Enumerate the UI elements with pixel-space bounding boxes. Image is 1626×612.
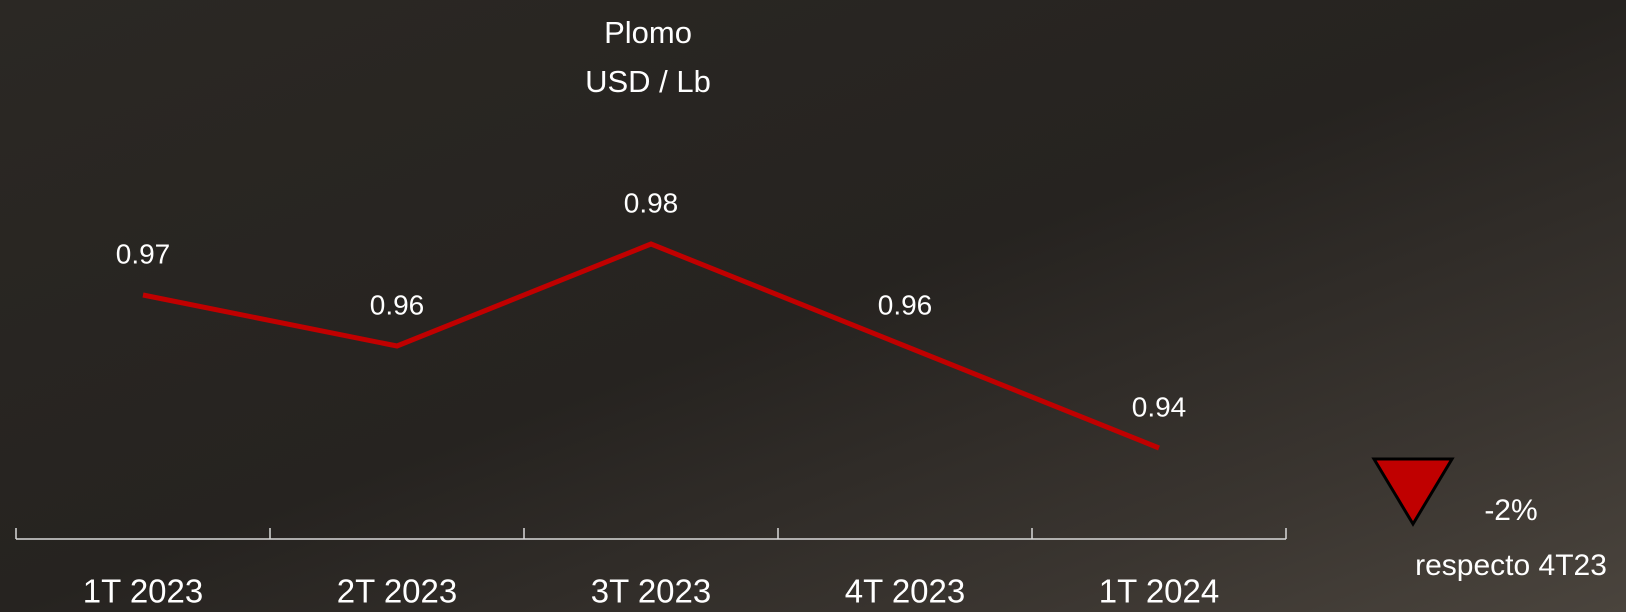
x-tick-label: 2T 2023 — [337, 573, 458, 610]
x-tick-label: 1T 2024 — [1099, 573, 1220, 610]
data-label: 0.96 — [370, 289, 425, 320]
background — [0, 0, 1626, 612]
chart-title: Plomo — [604, 15, 692, 50]
data-label: 0.98 — [624, 187, 679, 218]
change-annotation: -2% — [1484, 494, 1537, 527]
chart-subtitle: USD / Lb — [585, 64, 711, 99]
chart: Plomo USD / Lb -2% respecto 4T23 1T 2023… — [0, 0, 1626, 612]
x-tick-label: 1T 2023 — [83, 573, 204, 610]
change-note: respecto 4T23 — [1415, 549, 1607, 582]
page: {"chart_data": {"type": "line", "title":… — [0, 0, 1626, 612]
x-tick-label: 4T 2023 — [845, 573, 966, 610]
data-label: 0.97 — [116, 238, 171, 269]
data-label: 0.96 — [878, 289, 933, 320]
x-tick-label: 3T 2023 — [591, 573, 712, 610]
data-label: 0.94 — [1132, 391, 1187, 422]
